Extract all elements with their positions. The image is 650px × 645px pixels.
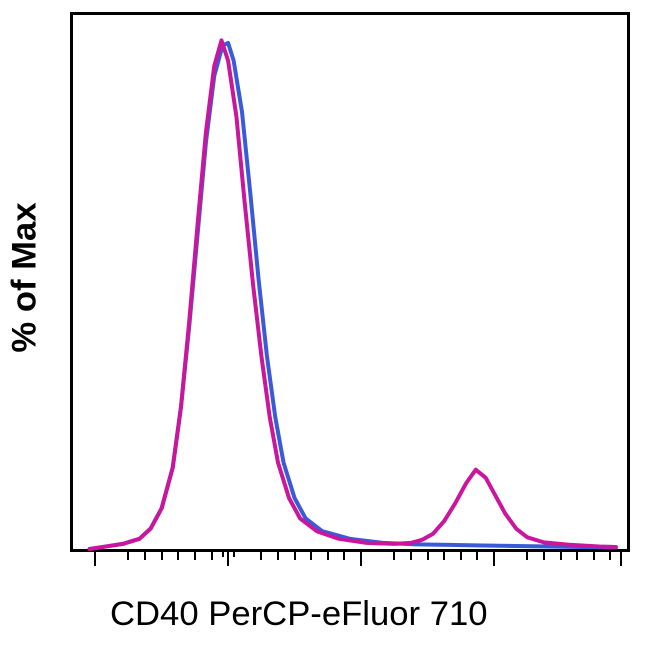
x-tick <box>144 552 146 560</box>
x-tick <box>493 552 495 566</box>
x-tick <box>593 552 595 560</box>
x-tick <box>360 552 362 566</box>
x-tick <box>560 552 562 560</box>
y-axis-label-container: % of Max <box>0 0 50 555</box>
x-tick <box>222 552 224 557</box>
y-axis-label: % of Max <box>6 202 45 352</box>
chart-container: % of Max CD40 PerCP-eFluor 710 <box>0 0 650 645</box>
x-tick <box>327 552 329 560</box>
x-tick <box>161 552 163 560</box>
x-tick <box>194 552 196 560</box>
x-tick <box>576 552 578 560</box>
x-tick <box>177 552 179 560</box>
x-tick <box>310 552 312 560</box>
x-tick <box>343 552 345 560</box>
x-tick <box>427 552 429 560</box>
x-tick <box>233 552 235 557</box>
x-tick <box>620 552 622 566</box>
x-tick <box>393 552 395 560</box>
x-tick <box>260 552 262 560</box>
x-axis-label: CD40 PerCP-eFluor 710 <box>70 595 650 634</box>
x-tick <box>476 552 478 560</box>
x-tick <box>277 552 279 560</box>
x-tick <box>460 552 462 560</box>
x-tick <box>94 552 96 566</box>
series-stained <box>90 40 616 549</box>
x-tick <box>609 552 611 560</box>
x-tick <box>211 552 213 560</box>
series-control <box>90 43 616 549</box>
x-axis-ticks <box>70 552 630 572</box>
x-tick <box>410 552 412 560</box>
x-tick <box>443 552 445 560</box>
x-tick <box>526 552 528 560</box>
plot-area <box>70 12 630 552</box>
x-tick <box>294 552 296 560</box>
plot-svg <box>73 15 627 549</box>
x-tick <box>543 552 545 560</box>
x-tick <box>127 552 129 560</box>
x-tick <box>227 552 229 566</box>
